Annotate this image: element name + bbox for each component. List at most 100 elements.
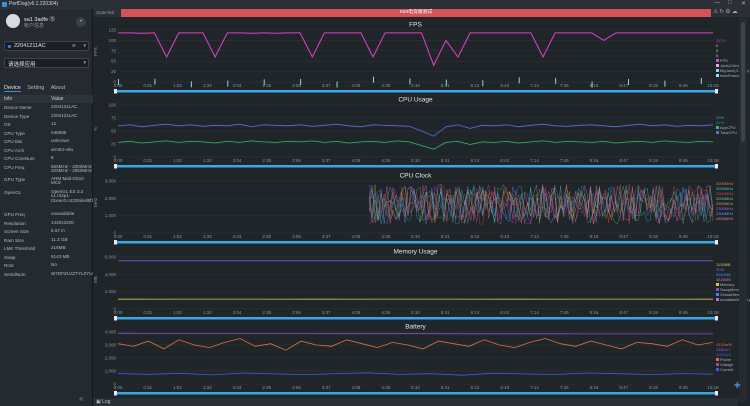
settings-circle-button[interactable]: • [76,17,86,27]
info-key: SerialNum [4,271,26,277]
slider-handle[interactable] [114,316,117,321]
legend-value: 0 [716,48,719,53]
header-toolbar-icons[interactable]: ⚠↻⚙☁ [713,9,739,15]
legend-label: SwapMemory [720,287,745,292]
x-tick-label: 2:35 [262,385,271,390]
x-tick-label: 2:04 [233,83,242,88]
x-tick-label: 0:00 [114,158,123,163]
jank-bar [664,80,666,87]
slider-handle[interactable] [114,391,117,396]
legend-item[interactable]: VirtualMemory [716,292,750,297]
title-bar: PerfDog(v6.1.220304) — □ ✕ [0,0,750,9]
slider-handle[interactable] [715,316,718,321]
x-tick-label: 0:31 [143,83,152,88]
tab-about[interactable]: About [50,85,66,91]
x-tick-label: 9:18 [649,158,658,163]
slider-handle[interactable] [715,89,718,94]
slider-handle[interactable] [114,240,117,245]
x-tick-label: 3:37 [322,310,331,315]
legend-item[interactable]: FPS [716,58,749,63]
value-header: Value [51,96,64,102]
legend-label: VirtualMemory [720,292,746,297]
info-value: unavailable [51,210,75,216]
chart-title: CPU Usage [398,97,433,104]
legend-item[interactable]: AppCPU [716,125,737,130]
legend-item[interactable]: Current [716,367,733,372]
x-tick-label: 7:45 [560,310,569,315]
time-range-slider[interactable] [114,317,717,320]
legend-label: Memory [720,282,735,287]
legend-item[interactable]: TotalCPU [716,130,737,135]
collapse-sidebar-icon[interactable]: « [79,394,84,403]
slider-handle[interactable] [114,89,117,94]
legend-swatch [716,288,719,292]
info-value: 650MHz - 2000MHz 200MHz - 2850MHz [51,163,92,174]
legend-item[interactable]: Memory [716,282,750,287]
log-label: Log [102,399,111,405]
y-tick-label: 3,000 [105,179,117,184]
close-button[interactable]: ✕ [741,1,747,7]
jank-bar [518,77,520,84]
y-tick-label: 25 [111,69,117,74]
time-range-slider[interactable] [114,165,717,168]
legend-item[interactable]: Power [716,357,733,362]
jank-bar [445,79,447,86]
legend-item[interactable]: Jank(/10min) [716,63,749,68]
chart-legend: 2000MHz 2000MHz 2000MHz 2000MHz 2300MHz 2300M… [716,181,733,221]
series-line [117,338,714,351]
legend-swatch [716,363,719,367]
legend-item[interactable]: AvailableMemory [716,297,750,302]
maximize-button[interactable]: □ [728,0,732,6]
sidebar: sa1 3adfe Ⓢ 帐户信息 • 22041211AC ≋ ▾ 请选择应用 … [0,9,145,406]
x-tick-label: 5:10 [411,310,420,315]
slider-handle[interactable] [715,164,718,169]
legend-value: 2300MHz [716,201,734,206]
tab-device[interactable]: Device [4,85,21,92]
x-tick-label: 5:10 [411,158,420,163]
x-tick-label: 2:35 [262,234,271,239]
time-range-slider[interactable] [114,241,717,244]
cpu-clock-line [369,184,714,225]
jank-bar [555,78,557,85]
tab-setting[interactable]: Setting [27,85,45,91]
x-tick-label: 7:45 [560,385,569,390]
legend-item[interactable]: InterFrame [716,73,749,78]
legend-value: 117.0 [716,38,726,43]
device-select[interactable]: 22041211AC ≋ ▾ [4,41,89,51]
x-tick-label: 9:18 [649,310,658,315]
chart-battery: 0 1,000 2,000 3,000 4,000 0:00 0:31 1:02 1:33 2:0… [93,322,738,400]
time-range-slider[interactable] [114,392,717,395]
legend-value: 23% [716,115,725,120]
chart-legend: 4120mW 3880mV 1062mA Power Voltage Current [716,342,733,372]
series-line [117,332,713,335]
scrollbar-thumb[interactable] [741,22,745,142]
x-tick-label: 10:18 [707,83,719,88]
jank-bar [409,78,411,85]
app-select[interactable]: 请选择应用 ▾ [4,58,89,68]
x-tick-label: 7:45 [560,83,569,88]
slider-handle[interactable] [715,240,718,245]
time-range-slider[interactable] [114,90,717,93]
legend-item[interactable]: Voltage [716,362,733,367]
x-tick-label: 4:08 [352,385,361,390]
legend-item[interactable]: SwapMemory [716,287,750,292]
status-tab-label[interactable]: StateTab [96,10,115,15]
legend-swatch [716,64,719,68]
y-tick-label: 75 [111,48,117,53]
x-tick-label: 0:31 [143,385,152,390]
slider-handle[interactable] [715,391,718,396]
x-tick-label: 2:35 [262,83,271,88]
y-tick-label: 125 [108,28,116,33]
add-icon[interactable]: ✚ [734,381,741,390]
y-tick-label: 2,000 [105,289,117,294]
minimize-button[interactable]: — [714,0,720,6]
vertical-scrollbar[interactable] [739,18,747,402]
avatar[interactable] [6,14,20,28]
chevron-down-icon: ▾ [83,43,86,49]
legend-item[interactable]: BigJank(/10min) [716,68,749,73]
log-button[interactable]: ▣ Log [96,399,111,405]
slider-handle[interactable] [114,164,117,169]
account-info-link[interactable]: 帐户信息 [24,23,45,29]
main-header: StateTab K50电竞版测试 ⚠↻⚙☁ [93,9,750,17]
chart-legend: 117.0 0 0 0 FPS Jank(/10min) BigJank(/10min) In… [716,38,749,78]
